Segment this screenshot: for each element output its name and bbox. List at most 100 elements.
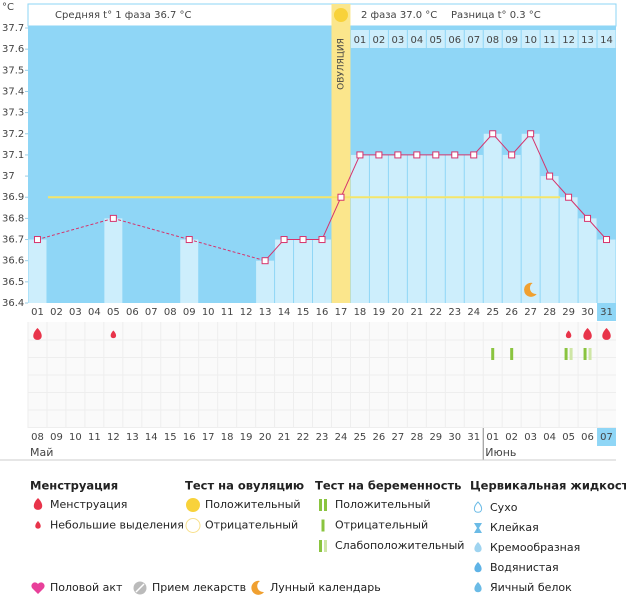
calendar-date: 20 — [259, 432, 272, 443]
current-day-box — [597, 303, 616, 321]
temperature-segment — [473, 133, 494, 156]
phase2-day-cell — [597, 30, 616, 48]
post-ovulation-day: 03 — [392, 35, 405, 46]
temperature-bar — [388, 154, 407, 303]
cycle-day: 03 — [69, 307, 82, 318]
temperature-point — [261, 257, 269, 265]
cycle-day: 16 — [316, 307, 329, 318]
cycle-day: 21 — [410, 307, 423, 318]
temperature-bar — [28, 239, 47, 303]
calendar-date: 06 — [581, 432, 594, 443]
cycle-day: 01 — [31, 307, 44, 318]
y-tick-label: 36.8 — [2, 213, 24, 224]
temperature-segment — [492, 133, 513, 156]
drop-icon — [565, 330, 572, 339]
temperature-point — [356, 151, 364, 159]
calendar-date: 02 — [505, 432, 518, 443]
temperature-bar — [426, 154, 445, 303]
cycle-day: 27 — [524, 307, 537, 318]
y-tick-label: 37.7 — [2, 23, 24, 34]
calendar-date: 27 — [392, 432, 405, 443]
cycle-day: 09 — [183, 307, 196, 318]
temperature-point — [337, 193, 345, 201]
temperature-segment — [37, 217, 114, 241]
temperature-segment — [549, 175, 569, 198]
cycle-day: 11 — [221, 307, 234, 318]
y-tick-label: 37.1 — [2, 150, 24, 161]
test-strip-icon — [569, 348, 573, 360]
cycle-day: 25 — [486, 307, 499, 318]
drop-icon — [110, 330, 117, 339]
temperature-segment — [587, 218, 607, 240]
legend-extra: Прием лекарств — [152, 581, 246, 594]
cycle-day: 18 — [354, 307, 367, 318]
phase2-day-cell — [559, 30, 578, 48]
phase2-average: 2 фаза 37.0 °C — [361, 10, 437, 21]
cycle-day: 17 — [335, 307, 348, 318]
event-marker — [510, 348, 514, 360]
post-ovulation-day: 01 — [354, 35, 367, 46]
cycle-day: 04 — [88, 307, 101, 318]
drop-icon — [33, 498, 43, 510]
month-label: Май — [30, 446, 53, 459]
temperature-bar — [350, 154, 369, 303]
event-marker — [565, 330, 572, 339]
event-marker — [583, 328, 592, 340]
temperature-bar — [559, 197, 578, 303]
post-ovulation-day: 06 — [448, 35, 461, 46]
legend-item: Отрицательный — [335, 519, 428, 532]
test-strip-icon — [583, 348, 587, 360]
temperature-point — [280, 236, 288, 244]
post-ovulation-day: 04 — [410, 35, 423, 46]
test-strip-icon — [491, 348, 495, 360]
ovulation-sun — [333, 8, 348, 22]
post-ovulation-day: 02 — [373, 35, 386, 46]
cycle-day: 06 — [126, 307, 139, 318]
y-tick-label: 37.6 — [2, 44, 24, 55]
y-tick-label: 37.2 — [2, 129, 24, 140]
post-ovulation-day: 07 — [467, 35, 480, 46]
cycle-day: 28 — [543, 307, 556, 318]
temperature-point — [375, 151, 383, 159]
cycle-day: 13 — [259, 307, 272, 318]
temperature-bar — [521, 133, 540, 303]
phase1-average: Средняя t° 1 фаза 36.7 °C — [55, 10, 192, 21]
cycle-day: 30 — [581, 307, 594, 318]
legend-item: Клейкая — [490, 521, 539, 534]
y-tick-label: 36.7 — [2, 235, 24, 246]
temperature-bar — [597, 239, 616, 303]
calendar-date: 30 — [448, 432, 461, 443]
drop-icon — [474, 562, 482, 573]
phase2-day-cell — [464, 30, 483, 48]
y-tick-label: 36.9 — [2, 192, 24, 203]
cycle-day: 19 — [373, 307, 386, 318]
y-tick-label: 37.4 — [2, 86, 24, 97]
drop-icon — [474, 582, 482, 593]
temperature-point — [185, 236, 193, 244]
cycle-day: 20 — [392, 307, 405, 318]
temperature-point — [489, 130, 497, 138]
event-marker — [583, 348, 592, 360]
test-strip-icon — [510, 348, 514, 360]
calendar-date: 21 — [278, 432, 291, 443]
legend-item: Водянистая — [490, 561, 559, 574]
post-ovulation-day: 05 — [429, 35, 442, 46]
temperature-segment — [340, 154, 361, 198]
y-tick-label: 37 — [2, 171, 15, 182]
temperature-bar — [180, 239, 199, 303]
y-tick-label: 36.5 — [2, 277, 24, 288]
temperature-point — [413, 151, 421, 159]
legend-item: Положительный — [335, 498, 431, 511]
temperature-segment — [530, 133, 551, 177]
temperature-point — [394, 151, 402, 159]
temperature-point — [299, 236, 307, 244]
temperature-bar — [256, 260, 275, 303]
sun-icon — [185, 518, 201, 533]
cycle-day: 29 — [562, 307, 575, 318]
legend-item: Сухо — [490, 501, 518, 514]
pill-icon — [135, 583, 145, 593]
test-strip-icon — [319, 540, 322, 552]
event-marker — [524, 282, 537, 297]
temperature-bar — [502, 154, 521, 303]
cycle-day: 10 — [202, 307, 215, 318]
